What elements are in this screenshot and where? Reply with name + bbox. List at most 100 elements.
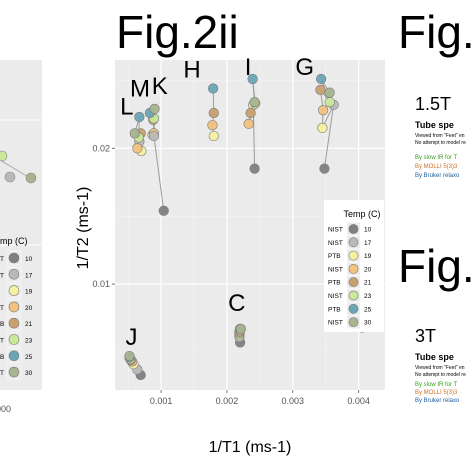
data-point-G-20 [317, 105, 329, 116]
x-tick-label: 0.002 [216, 396, 239, 406]
data-point-C-30 [235, 323, 246, 334]
data-point-J-30 [124, 350, 135, 362]
left-legend-swatch-17 [8, 268, 20, 280]
tube-labels: ACJHIGMKL [120, 54, 366, 351]
data-point-G-10 [319, 163, 330, 174]
data-point-K-30 [149, 103, 160, 114]
legend-source-label: NIST [328, 320, 343, 327]
right-top-field: 1.5T [415, 94, 451, 114]
right-top-by-bruker: By Bruker relaxo [415, 173, 460, 179]
left-legend-source-label: B [0, 354, 4, 361]
left-legend-temp-label: 19 [25, 289, 33, 296]
legend-swatch-10 [348, 224, 359, 234]
right-panels: Fig. 1.5T Tube spe Viewed from "Feet" en… [398, 6, 474, 404]
left-legend-source-label: T [0, 338, 4, 345]
left-legend-source-label: T [0, 256, 4, 263]
data-point-I-25 [247, 73, 258, 85]
left-point [0, 150, 8, 162]
left-legend-source-label: B [0, 321, 4, 328]
data-point-I-20 [243, 118, 254, 129]
data-point-I-10 [249, 163, 260, 174]
legend-source-label: NIST [328, 227, 343, 234]
legend-source-label: NIST [328, 293, 343, 300]
x-tick-label: 0.004 [347, 396, 370, 406]
right-top-by-molli: By MOLLI 5(3)3 [415, 164, 458, 170]
left-trace-line [0, 159, 31, 179]
legend-temp-label: 10 [364, 227, 372, 234]
legend-source-label: PTB [328, 306, 341, 313]
legend-swatch-23 [348, 290, 359, 301]
tube-label-H: H [183, 57, 200, 84]
x-axis-label: 1/T1 (ms-1) [209, 439, 292, 456]
data-point-G-30 [324, 87, 335, 98]
data-point-G-19 [317, 122, 328, 134]
left-legend-swatch-21 [8, 317, 20, 329]
left-legend-temp-label: 21 [25, 321, 33, 328]
right-bottom-no-attempt: No attempt to model re [415, 372, 466, 378]
left-legend-source-label: T [0, 272, 4, 279]
legend: NIST 10 NIST 17 PTB 19 NIST 20 PTB 21 NIST 23 PTB 25 N… [328, 222, 372, 329]
left-legend-swatch-10 [8, 252, 20, 264]
x-tick-label: 0.003 [282, 396, 305, 406]
left-point [25, 172, 37, 184]
legend-source-label: PTB [328, 253, 341, 260]
left-legend-temp-label: 30 [25, 370, 33, 377]
y-tick-label: 0.01 [92, 279, 110, 289]
data-point-G-21 [315, 84, 326, 95]
legend-swatch-19 [348, 250, 359, 261]
right-bottom-by-molli: By MOLLI 5(3)3 [415, 390, 458, 396]
legend-temp-label: 21 [364, 280, 372, 287]
right-bottom-by-bruker: By Bruker relaxo [415, 398, 460, 404]
data-point-H-19 [208, 130, 219, 142]
data-point-L-30 [129, 128, 140, 139]
right-top-tube-spec: Tube spe [415, 120, 454, 130]
data-point-H-25 [208, 83, 219, 94]
data-point-I-30 [249, 96, 260, 108]
legend-swatch-25 [348, 303, 359, 314]
data-point-I-21 [245, 107, 256, 119]
legend-temp-label: 30 [364, 320, 372, 327]
right-bottom-tube-spec: Tube spe [415, 352, 454, 362]
right-bottom-viewed: Viewed from "Feet" en [415, 365, 465, 371]
legend-source-label: NIST [328, 266, 343, 273]
data-point-G-25 [316, 73, 327, 85]
data-point-K-10 [158, 205, 169, 216]
y-tick-label: 0.02 [92, 143, 110, 153]
trace-line-H [211, 88, 215, 137]
right-mid-title: Fig. [398, 240, 474, 292]
legend-swatch-30 [348, 317, 359, 327]
figure-title: Fig.2ii [116, 6, 239, 58]
x-axis-ticks: 0.001 0.002 0.003 0.004 [150, 390, 370, 406]
legend-swatch-21 [348, 277, 359, 288]
data-point-L-25 [134, 111, 145, 123]
right-bottom-field: 3T [415, 326, 436, 346]
left-legend: T 10 T 17 19 T 20 B 21 T 23 B 25 T 30 [0, 250, 33, 380]
left-legend-temp-label: 10 [25, 256, 33, 263]
left-x-tick-label: 000 [0, 404, 11, 414]
data-point-L-20 [132, 143, 143, 154]
left-legend-swatch-20 [8, 301, 20, 313]
tube-label-I: I [245, 54, 252, 81]
data-point-H-21 [208, 107, 219, 119]
left-legend-title: mp (C) [0, 236, 28, 246]
left-partial-panel: mp (C) T 10 T 17 19 T 20 B 21 T 23 B 25 T 30 000 [0, 60, 42, 414]
legend-swatch-17 [348, 237, 359, 248]
left-legend-temp-label: 20 [25, 305, 33, 312]
right-top-viewed: Viewed from "Feet" en [415, 133, 465, 139]
tube-label-G: G [295, 54, 314, 81]
legend-source-label: NIST [328, 240, 343, 247]
legend-source-label: PTB [328, 280, 341, 287]
legend-title: Temp (C) [343, 209, 380, 219]
legend-temp-label: 25 [364, 306, 372, 313]
tube-label-M: M [130, 76, 150, 103]
y-axis-label: 1/T2 (ms-1) [75, 187, 92, 270]
right-top-title: Fig. [398, 6, 474, 58]
left-legend-swatch-30 [8, 366, 20, 378]
x-tick-label: 0.001 [150, 396, 173, 406]
data-point-K-17 [148, 130, 159, 142]
left-legend-source-label: T [0, 305, 4, 312]
right-top-by-slow-ir: By slow IR for T [415, 155, 458, 161]
right-top-no-attempt: No attempt to model re [415, 140, 466, 146]
left-legend-swatch-19 [8, 285, 20, 296]
